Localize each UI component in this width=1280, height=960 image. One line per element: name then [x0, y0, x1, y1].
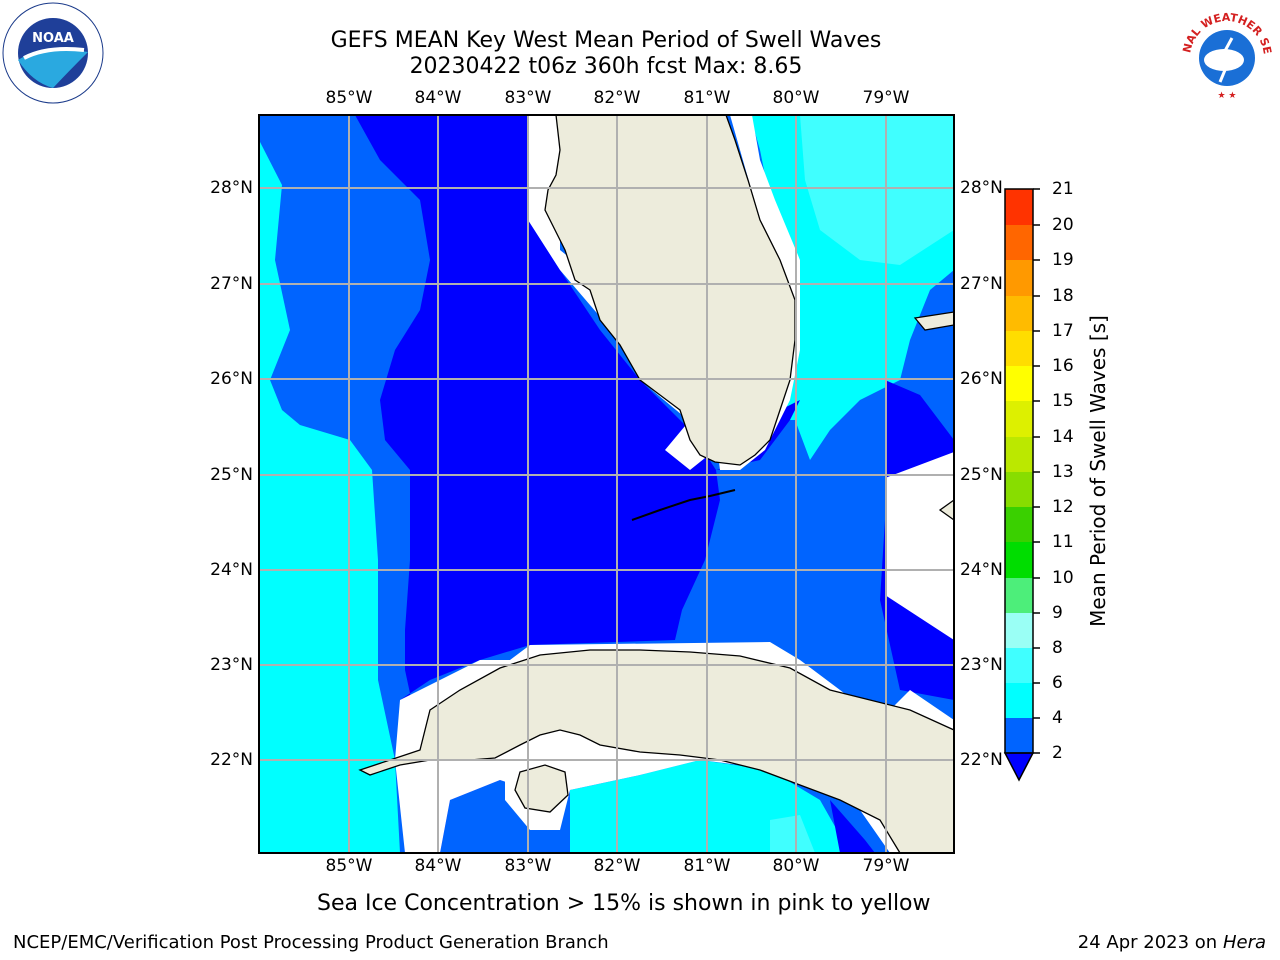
map-title: GEFS MEAN Key West Mean Period of Swell …: [330, 28, 882, 53]
lon-label-top: 85°W: [325, 88, 373, 108]
colorbar-tick: 19: [1052, 250, 1074, 270]
colorbar-tick: 16: [1052, 356, 1074, 376]
lat-label-left: 24°N: [210, 560, 253, 580]
lon-label-top: 84°W: [414, 88, 462, 108]
lon-label-bottom: 83°W: [504, 856, 552, 876]
colorbar-tick: 13: [1052, 462, 1074, 482]
colorbar-tick: 11: [1052, 532, 1074, 552]
lat-label-right: 25°N: [960, 465, 1003, 485]
colorbar-tick: 17: [1052, 321, 1074, 341]
colorbar-tick: 14: [1052, 427, 1074, 447]
lon-label-bottom: 84°W: [414, 856, 462, 876]
svg-text:★ ★: ★ ★: [1218, 91, 1237, 101]
footer-branch: NCEP/EMC/Verification Post Processing Pr…: [13, 932, 609, 953]
lon-label-bottom: 80°W: [772, 856, 820, 876]
lon-label-top: 81°W: [683, 88, 731, 108]
lon-label-top: 79°W: [862, 88, 910, 108]
bahamas-land: [913, 311, 954, 331]
lat-label-left: 23°N: [210, 655, 253, 675]
cuba-land: [358, 649, 954, 853]
lat-label-left: 26°N: [210, 369, 253, 389]
lon-label-bottom: 85°W: [325, 856, 373, 876]
lat-label-right: 28°N: [960, 178, 1003, 198]
lat-label-right: 24°N: [960, 560, 1003, 580]
map-gridlines: [259, 115, 954, 853]
nws-logo: NATIONAL WEATHER SERVICE ★ ★: [1171, 0, 1278, 104]
noaa-logo: NOAA: [2, 2, 104, 104]
swell-4-6-region-gulf: [259, 140, 400, 853]
lat-label-right: 27°N: [960, 274, 1003, 294]
map-frame: [258, 114, 955, 854]
colorbar-tick: 4: [1052, 708, 1063, 728]
lat-label-left: 22°N: [210, 750, 253, 770]
lat-label-right: 26°N: [960, 369, 1003, 389]
no-data-region-bahamas: [885, 452, 954, 640]
lat-label-left: 25°N: [210, 465, 253, 485]
lon-label-bottom: 81°W: [683, 856, 731, 876]
colorbar-tick: 9: [1052, 603, 1063, 623]
florida-keys: [631, 489, 736, 521]
map-subtitle: 20230422 t06z 360h fcst Max: 8.65: [409, 54, 803, 79]
colorbar-tick: 10: [1052, 568, 1074, 588]
colorbar-title: Mean Period of Swell Waves [s]: [1086, 315, 1110, 627]
swell-6-8-region-east: [800, 115, 954, 265]
lat-label-right: 22°N: [960, 750, 1003, 770]
lat-label-right: 23°N: [960, 655, 1003, 675]
footer-host: Hera: [1222, 932, 1266, 953]
colorbar-tick: 12: [1052, 497, 1074, 517]
colorbar-tick: 6: [1052, 673, 1063, 693]
colorbar: [1003, 188, 1040, 782]
lon-label-top: 83°W: [504, 88, 552, 108]
svg-text:NOAA: NOAA: [32, 31, 74, 46]
colorbar-tick: 2: [1052, 743, 1063, 763]
swell-below-2-region-south: [830, 800, 875, 853]
colorbar-tick: 21: [1052, 179, 1074, 199]
lon-label-top: 82°W: [593, 88, 641, 108]
colorbar-tick: 8: [1052, 638, 1063, 658]
colorbar-tick: 18: [1052, 286, 1074, 306]
swell-below-2-region-gulf: [355, 115, 720, 853]
florida-land: [544, 115, 796, 466]
sea-ice-caption: Sea Ice Concentration > 15% is shown in …: [317, 891, 931, 916]
footer-date: 24 Apr 2023 on Hera: [1077, 932, 1266, 953]
colorbar-tick: 15: [1052, 391, 1074, 411]
lon-label-top: 80°W: [772, 88, 820, 108]
lon-label-bottom: 79°W: [862, 856, 910, 876]
lon-label-bottom: 82°W: [593, 856, 641, 876]
lat-label-left: 28°N: [210, 178, 253, 198]
swell-6-8-region-south: [770, 815, 815, 853]
colorbar-tick: 20: [1052, 215, 1074, 235]
bahamas-land-2: [938, 499, 954, 521]
lat-label-left: 27°N: [210, 274, 253, 294]
